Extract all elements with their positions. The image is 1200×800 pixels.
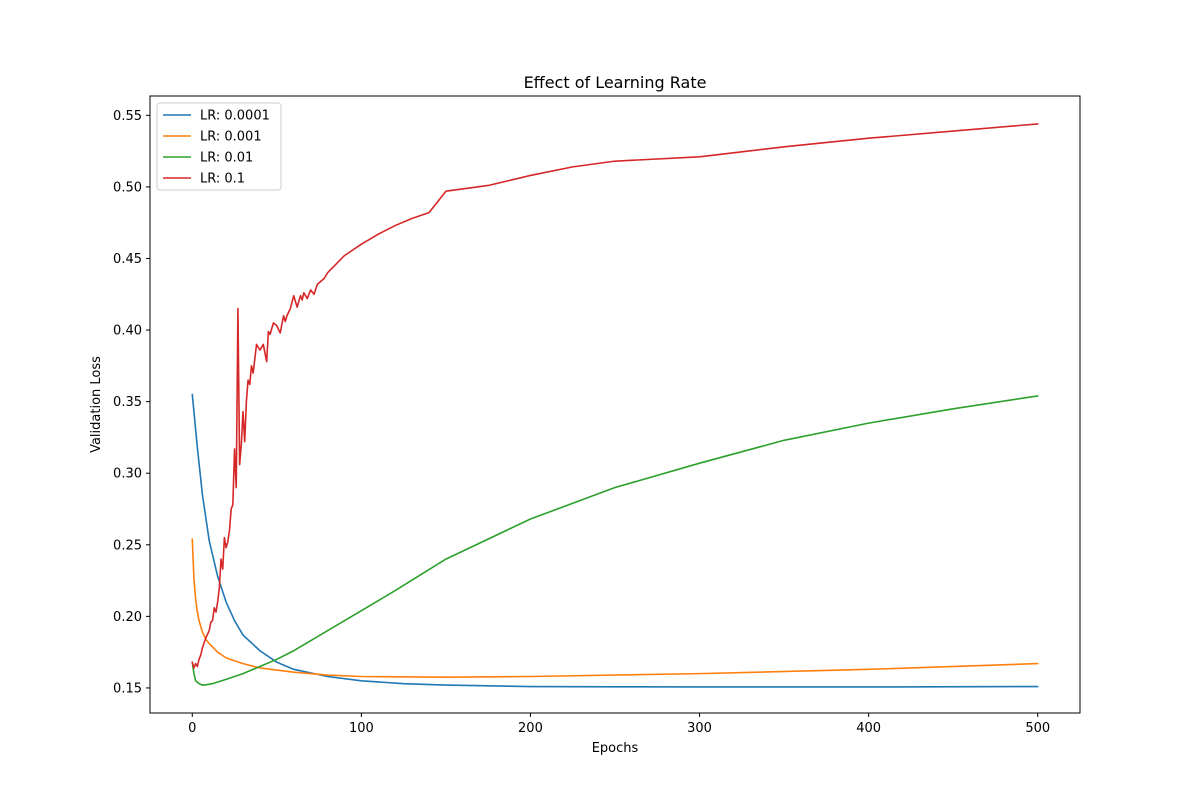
x-tick-label: 200: [518, 721, 543, 736]
plot-frame: [149, 95, 1081, 714]
series-line-1: [191, 538, 1039, 679]
legend-label-0: LR: 0.0001: [200, 109, 270, 124]
y-axis: 0.15 0.20 0.25 0.30 0.35 0.40 0.45 0.50 0.55: [113, 109, 150, 696]
legend: LR: 0.0001 LR: 0.001 LR: 0.01 LR: 0.1: [156, 102, 282, 191]
x-axis-label: Epochs: [592, 741, 639, 756]
y-tick-label: 0.15: [113, 681, 142, 696]
y-tick-label: 0.20: [113, 610, 142, 625]
x-tick-label: 300: [687, 721, 712, 736]
y-tick-label: 0.45: [113, 252, 142, 267]
x-tick-label: 100: [349, 721, 374, 736]
legend-label-3: LR: 0.1: [200, 172, 245, 187]
y-tick-label: 0.55: [113, 109, 142, 124]
legend-box: [156, 102, 282, 191]
series-line-0: [191, 393, 1039, 688]
legend-label-2: LR: 0.01: [200, 151, 253, 166]
x-tick-label: 400: [856, 721, 881, 736]
y-tick-label: 0.25: [113, 538, 142, 553]
x-tick-label: 500: [1025, 721, 1050, 736]
y-tick-label: 0.50: [113, 180, 142, 195]
y-axis-label: Validation Loss: [89, 356, 104, 453]
y-tick-label: 0.30: [113, 467, 142, 482]
chart-title: Effect of Learning Rate: [524, 73, 707, 92]
x-axis: 0 100 200 300 400 500: [188, 713, 1050, 736]
y-tick-label: 0.40: [113, 324, 142, 339]
legend-label-1: LR: 0.001: [200, 130, 262, 145]
series-layer: [191, 123, 1039, 688]
series-line-3: [191, 123, 1039, 669]
series-line-2: [191, 395, 1039, 686]
x-tick-label: 0: [188, 721, 196, 736]
y-tick-label: 0.35: [113, 395, 142, 410]
